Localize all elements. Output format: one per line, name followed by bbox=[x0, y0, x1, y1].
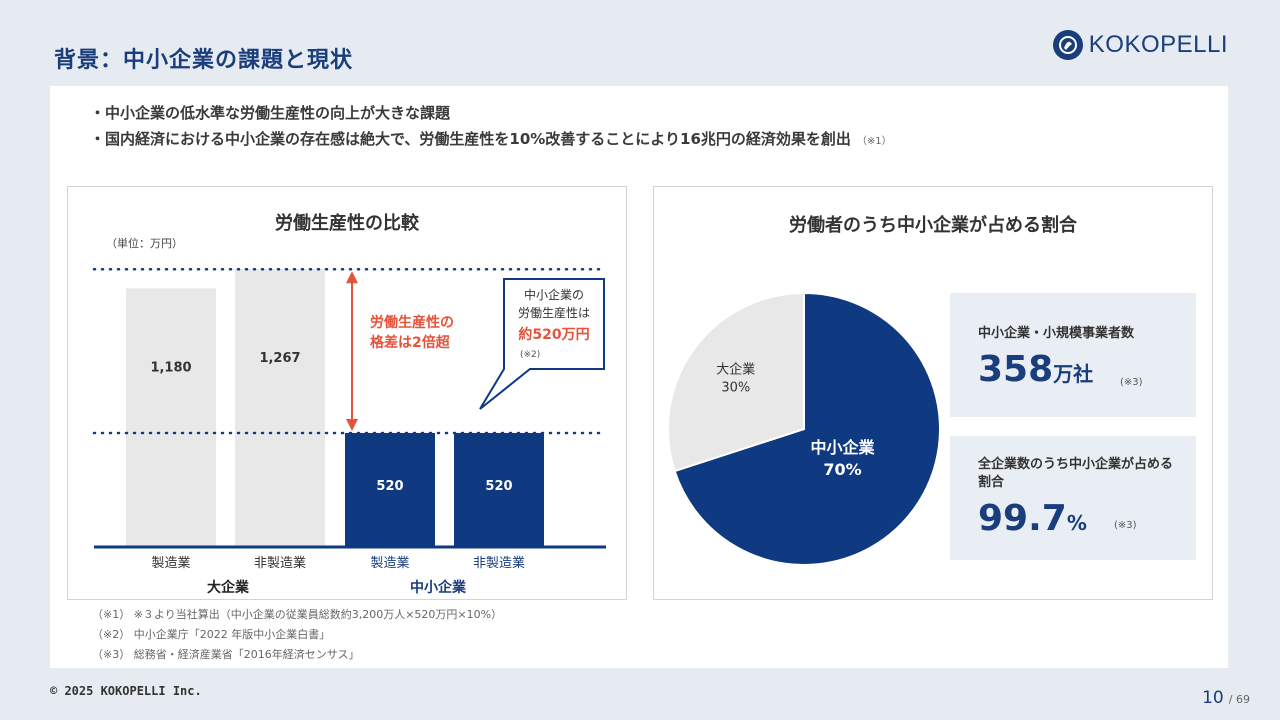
main-panel: ・中小企業の低水準な労働生産性の向上が大きな課題 ・国内経済における中小企業の存… bbox=[50, 86, 1228, 668]
bar-value-label-3: 520 bbox=[376, 479, 403, 494]
category-label-1: 製造業 bbox=[151, 555, 190, 571]
bullet-1-text: ・中小企業の低水準な労働生産性の向上が大きな課題 bbox=[90, 104, 451, 122]
sme-count-number: 358 bbox=[978, 349, 1054, 390]
callout-note: (※2) bbox=[520, 350, 540, 360]
bullet-2-note: （※1） bbox=[856, 136, 892, 147]
bar-4 bbox=[454, 433, 544, 547]
group-label-sme: 中小企業 bbox=[410, 579, 467, 596]
gap-label-line1: 労働生産性の bbox=[370, 314, 454, 331]
category-label-2: 非製造業 bbox=[254, 555, 306, 571]
bar-1 bbox=[126, 288, 216, 547]
kokopelli-logo-icon bbox=[1052, 30, 1083, 60]
sme-share-label: 全企業数のうち中小企業が占める割合 bbox=[978, 457, 1174, 490]
callout-line2: 労働生産性は bbox=[518, 305, 590, 320]
callout-box bbox=[479, 278, 605, 410]
sme-count-value: 358万社 bbox=[978, 349, 1093, 390]
pie-label-value-2: 30% bbox=[721, 380, 750, 395]
gap-arrow-head-top bbox=[346, 271, 358, 284]
bullet-2-text: ・国内経済における中小企業の存在感は絶大で、労働生産性を10%改善することにより… bbox=[90, 130, 851, 148]
copyright: © 2025 KOKOPELLI Inc. bbox=[50, 684, 202, 698]
page-current: 10 bbox=[1202, 688, 1224, 708]
worker-share-card: 労働者のうち中小企業が占める割合 中小企業 70% 大企業 30% 中小企業・小規模事… bbox=[653, 186, 1213, 600]
footnote-2: （※2） 中小企業庁「2022 年版中小企業白書」 bbox=[92, 628, 331, 641]
page-total: / 69 bbox=[1228, 693, 1250, 706]
sme-count-box: 中小企業・小規模事業者数 358万社 (※3) bbox=[950, 293, 1196, 417]
footnote-3: （※3） 総務省・経済産業省「2016年経済センサス」 bbox=[92, 648, 360, 661]
bar-chart-title: 労働生産性の比較 bbox=[275, 213, 419, 234]
bar-3 bbox=[345, 433, 435, 547]
productivity-comparison-card: 労働生産性の比較 （単位：万円） 1,180 製造業 1,267 非製造業 520 製造業… bbox=[67, 186, 627, 600]
sme-count-suffix: 万社 bbox=[1053, 362, 1094, 386]
brand-logo: KOKOPELLI bbox=[1052, 30, 1228, 60]
bar-2 bbox=[235, 269, 325, 547]
category-label-3: 製造業 bbox=[370, 555, 409, 571]
callout-value: 約520万円 bbox=[518, 326, 589, 343]
bar-value-label-2: 1,267 bbox=[259, 351, 300, 366]
sme-share-note: (※3) bbox=[1114, 520, 1137, 531]
group-label-large: 大企業 bbox=[207, 579, 250, 596]
sme-share-value: 99.7% bbox=[978, 498, 1087, 539]
bar-value-label-1: 1,180 bbox=[150, 361, 191, 376]
bar-value-label-4: 520 bbox=[485, 479, 512, 494]
category-label-4: 非製造業 bbox=[473, 555, 525, 571]
sme-share-suffix: % bbox=[1066, 511, 1087, 535]
gap-arrow-head-bottom bbox=[346, 419, 358, 431]
gap-label-line2: 格差は2倍超 bbox=[370, 334, 451, 351]
sme-share-number: 99.7 bbox=[978, 498, 1067, 539]
footnote-1: （※1） ※３より当社算出（中小企業の従業員総数約3,200万人×520万円×1… bbox=[92, 608, 503, 621]
sme-count-label: 中小企業・小規模事業者数 bbox=[978, 326, 1135, 341]
callout-line1: 中小企業の bbox=[524, 287, 584, 302]
footnotes: （※1） ※３より当社算出（中小企業の従業員総数約3,200万人×520万円×1… bbox=[92, 605, 502, 665]
pie-label-name-2: 大企業 bbox=[716, 361, 755, 377]
bullet-1: ・中小企業の低水準な労働生産性の向上が大きな課題 bbox=[90, 100, 892, 126]
bullet-list: ・中小企業の低水準な労働生産性の向上が大きな課題 ・国内経済における中小企業の存… bbox=[90, 100, 892, 155]
page-number: 10 / 69 bbox=[1202, 688, 1250, 708]
pie-label-value-1: 70% bbox=[823, 460, 861, 479]
page-title: 背景：中小企業の課題と現状 bbox=[54, 48, 354, 73]
brand-name: KOKOPELLI bbox=[1088, 31, 1228, 58]
pie-slice-1 bbox=[673, 291, 941, 566]
pie-label-name-1: 中小企業 bbox=[811, 438, 876, 457]
pie-slice-2 bbox=[667, 291, 805, 473]
bar-chart-unit: （単位：万円） bbox=[106, 237, 183, 250]
pie-chart-title: 労働者のうち中小企業が占める割合 bbox=[789, 215, 1077, 236]
pie-chart: 中小企業 70% 大企業 30% bbox=[667, 291, 941, 566]
sme-count-note: (※3) bbox=[1120, 377, 1143, 388]
sme-share-box: 全企業数のうち中小企業が占める割合 99.7% (※3) bbox=[950, 436, 1196, 560]
bullet-2: ・国内経済における中小企業の存在感は絶大で、労働生産性を10%改善することにより… bbox=[90, 126, 892, 155]
